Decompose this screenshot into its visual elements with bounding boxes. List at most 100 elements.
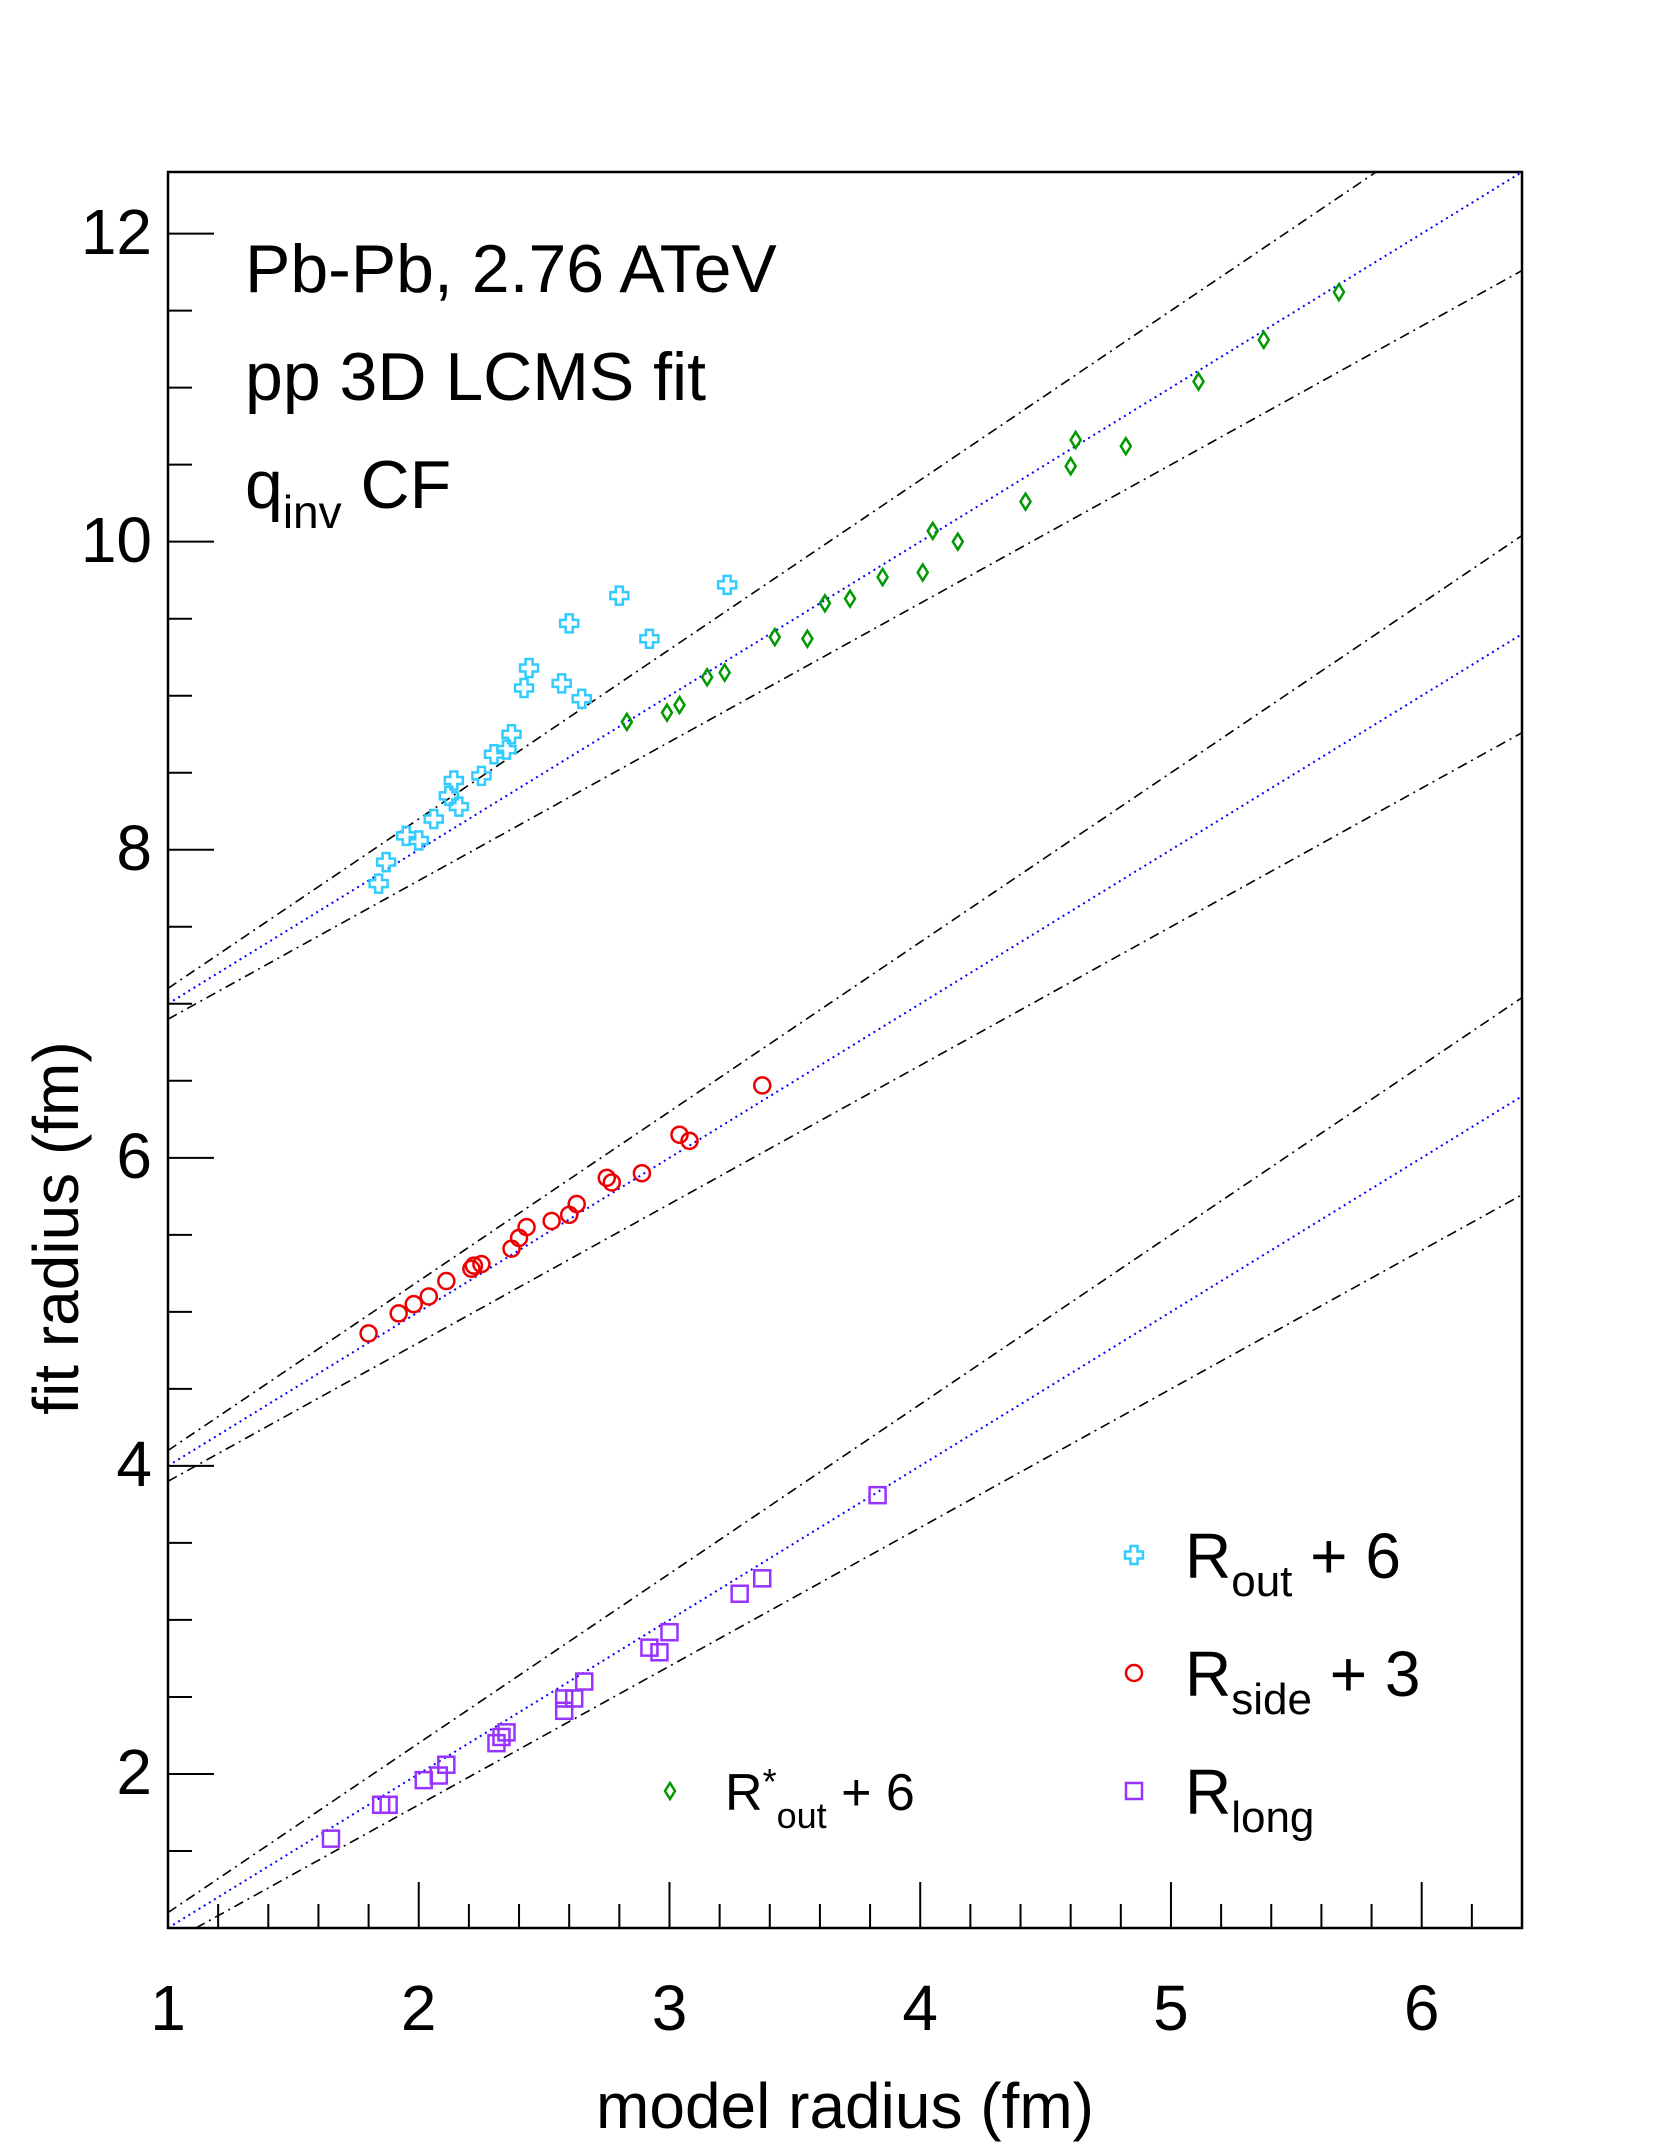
data-point-square bbox=[640, 1638, 659, 1657]
data-point-square bbox=[414, 1770, 434, 1790]
data-point-diamond bbox=[1119, 435, 1133, 457]
y-tick-labels: 2 4 6 8 10 12 bbox=[81, 196, 152, 1808]
annotation-line-3: qinv CF bbox=[245, 447, 451, 538]
data-point-diamond bbox=[1332, 281, 1346, 303]
legend-sub: out bbox=[777, 1795, 827, 1836]
legend-entry-rside: Rside + 3 bbox=[1124, 1638, 1420, 1724]
data-point-diamond bbox=[1069, 429, 1083, 451]
legend: Rout + 6 Rside + 3 Rlong R*out + 6 bbox=[663, 1520, 1420, 1842]
data-point-square bbox=[554, 1701, 574, 1721]
data-point-cross bbox=[716, 574, 738, 596]
axis-ticks bbox=[167, 232, 1523, 1929]
reference-line-slope-0.9 bbox=[167, 269, 1523, 1020]
legend-label-rstar: R*out + 6 bbox=[725, 1761, 915, 1836]
legend-sub: side bbox=[1231, 1675, 1312, 1724]
data-point-cross bbox=[609, 585, 630, 606]
data-point-square bbox=[868, 1485, 887, 1505]
data-point-cross bbox=[518, 657, 540, 679]
data-point-cross bbox=[501, 723, 522, 745]
data-point-circle bbox=[517, 1217, 536, 1237]
legend-main: R bbox=[1185, 1756, 1231, 1828]
legend-main: R bbox=[1185, 1520, 1231, 1592]
legend-rest: + 3 bbox=[1312, 1638, 1421, 1710]
legend-label-rout: Rout + 6 bbox=[1185, 1520, 1401, 1606]
data-point-diamond bbox=[1064, 455, 1078, 477]
data-point-cross bbox=[408, 830, 429, 851]
legend-marker-diamond-shape bbox=[663, 1780, 677, 1802]
data-point-square bbox=[492, 1727, 511, 1747]
data-point-diamond bbox=[1257, 329, 1271, 351]
x-tick-label: 4 bbox=[902, 1972, 938, 2044]
plot-frame bbox=[166, 170, 1524, 1930]
legend-sub: long bbox=[1231, 1793, 1314, 1842]
data-point-square bbox=[574, 1672, 594, 1691]
data-point-circle bbox=[389, 1304, 408, 1323]
y-tick-label: 8 bbox=[116, 812, 152, 884]
data-point-cross bbox=[571, 688, 592, 710]
legend-sup: * bbox=[763, 1761, 777, 1802]
data-point-cross bbox=[438, 785, 460, 807]
reference-line-slope-1.1 bbox=[167, 171, 1377, 990]
data-point-square bbox=[753, 1569, 772, 1588]
data-point-diamond bbox=[700, 666, 714, 688]
legend-marker-circle bbox=[1124, 1663, 1144, 1683]
data-point-square bbox=[554, 1689, 574, 1708]
data-point-diamond bbox=[800, 628, 814, 650]
data-point-square bbox=[321, 1829, 341, 1848]
legend-rest: + 6 bbox=[1292, 1520, 1401, 1592]
data-point-square bbox=[650, 1643, 669, 1662]
reference-line-slope-1.1 bbox=[167, 996, 1523, 1914]
data-point-circle bbox=[753, 1076, 772, 1095]
legend-label-rlong: Rlong bbox=[1185, 1756, 1314, 1842]
annotation-line-1: Pb-Pb, 2.76 ATeV bbox=[245, 231, 777, 307]
data-point-circle bbox=[462, 1259, 481, 1278]
y-tick-label: 2 bbox=[116, 1736, 152, 1808]
legend-main: R bbox=[1185, 1638, 1231, 1710]
data-point-circle bbox=[437, 1271, 456, 1291]
data-point-circle bbox=[464, 1256, 484, 1275]
data-point-circle bbox=[472, 1254, 491, 1274]
x-tick-label: 5 bbox=[1153, 1972, 1189, 2044]
series-cross bbox=[368, 574, 738, 894]
data-point-cross bbox=[448, 796, 470, 817]
data-point-circle bbox=[419, 1287, 439, 1306]
legend-marker-cross bbox=[1123, 1544, 1145, 1566]
data-point-diamond bbox=[768, 626, 782, 648]
data-point-square bbox=[437, 1755, 456, 1774]
data-point-diamond bbox=[843, 588, 857, 610]
data-point-cross bbox=[368, 873, 389, 894]
data-point-circle bbox=[359, 1324, 378, 1343]
series-circle bbox=[359, 1076, 772, 1343]
annotation-line-2: pp 3D LCMS fit bbox=[245, 339, 706, 415]
data-point-cross bbox=[639, 628, 660, 649]
legend-entry-rstar: R*out + 6 bbox=[663, 1761, 915, 1836]
legend-label-rside: Rside + 3 bbox=[1185, 1638, 1420, 1724]
data-point-diamond bbox=[916, 562, 930, 583]
data-point-cross bbox=[551, 673, 572, 694]
data-point-diamond bbox=[718, 662, 732, 683]
data-point-diamond bbox=[876, 566, 890, 588]
data-point-circle bbox=[680, 1131, 699, 1151]
x-tick-label: 6 bbox=[1404, 1972, 1440, 2044]
data-markers bbox=[321, 281, 1346, 1848]
legend-main: R bbox=[725, 1764, 763, 1822]
data-point-circle bbox=[597, 1168, 617, 1188]
reference-line-slope-1 bbox=[167, 1095, 1523, 1929]
annotation-main: q bbox=[245, 447, 283, 523]
annotation-sub: inv bbox=[283, 486, 342, 538]
legend-marker-circle-shape bbox=[1124, 1663, 1144, 1683]
data-point-circle bbox=[632, 1163, 652, 1183]
data-point-cross bbox=[513, 677, 535, 699]
y-tick-label: 4 bbox=[116, 1428, 152, 1500]
x-tick-label: 1 bbox=[150, 1972, 186, 2044]
x-tick-label: 3 bbox=[652, 1972, 688, 2044]
reference-line-slope-1.1 bbox=[167, 534, 1523, 1452]
data-point-diamond bbox=[673, 694, 686, 716]
data-point-square bbox=[660, 1623, 679, 1642]
data-point-cross bbox=[443, 770, 465, 791]
legend-marker-cross-shape bbox=[1123, 1544, 1145, 1566]
annotation-rest: CF bbox=[342, 447, 452, 523]
data-point-circle bbox=[404, 1294, 423, 1314]
series-square bbox=[321, 1485, 887, 1848]
